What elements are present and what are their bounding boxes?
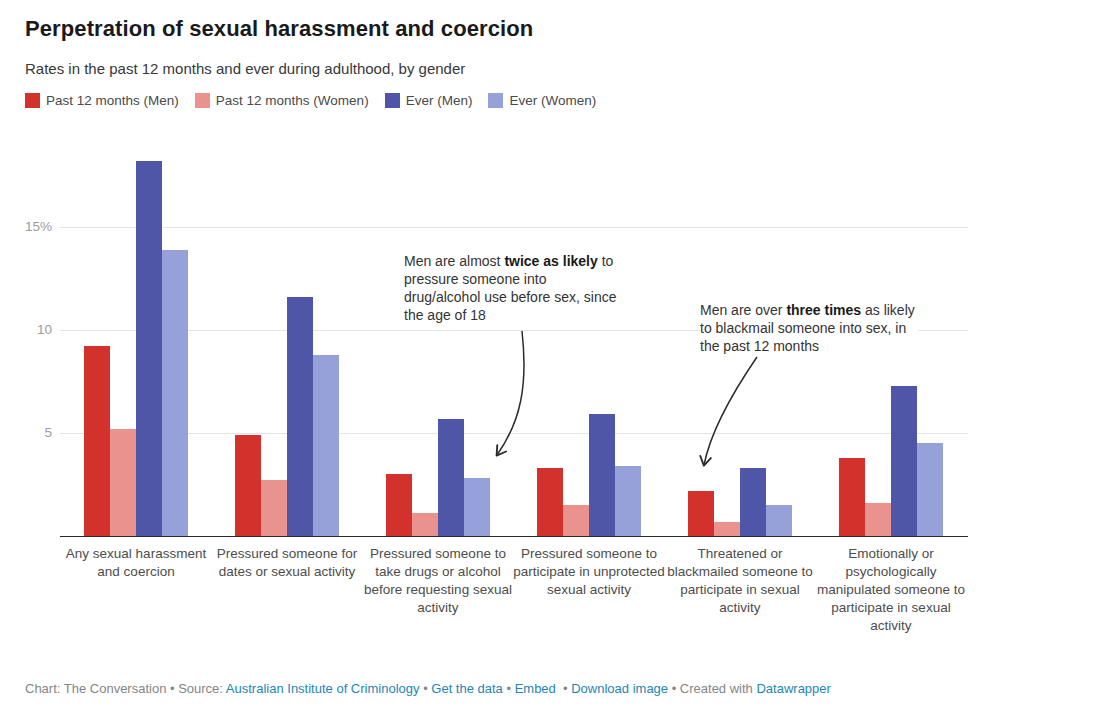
legend-swatch-icon	[385, 93, 400, 108]
bar-series3-cat2[interactable]	[464, 478, 490, 536]
legend-label: Past 12 months (Women)	[216, 93, 369, 108]
annotation-bold: three times	[786, 302, 861, 318]
bar-series2-cat5[interactable]	[891, 386, 917, 536]
bar-series3-cat4[interactable]	[766, 505, 792, 536]
gridline-15	[60, 227, 968, 228]
x-axis-category-label: Pressured someone to participate in unpr…	[510, 545, 668, 599]
footer-text: •	[503, 681, 515, 696]
gridline-5	[60, 433, 968, 434]
footer-link[interactable]: Datawrapper	[756, 681, 830, 696]
bar-series2-cat4[interactable]	[740, 468, 766, 536]
y-axis-tick-label: 15%	[0, 218, 52, 236]
x-axis-category-label: Pressured someone to take drugs or alcoh…	[359, 545, 517, 617]
footer-link[interactable]: Download image	[571, 681, 668, 696]
bar-series1-cat1[interactable]	[261, 480, 287, 536]
annotation-pre: Men are almost	[404, 253, 504, 269]
legend-item-1: Past 12 months (Women)	[195, 93, 369, 108]
legend-swatch-icon	[195, 93, 210, 108]
legend-item-0: Past 12 months (Men)	[25, 93, 179, 108]
legend-swatch-icon	[25, 93, 40, 108]
y-axis-tick-label: 10	[0, 321, 52, 339]
annotation-arrow-1	[497, 331, 524, 455]
annotation-bold: twice as likely	[504, 253, 597, 269]
bar-series2-cat3[interactable]	[589, 414, 615, 536]
bar-series3-cat5[interactable]	[917, 443, 943, 536]
bar-series0-cat3[interactable]	[537, 468, 563, 536]
legend-label: Ever (Men)	[406, 93, 473, 108]
x-axis-line	[60, 536, 968, 537]
annotation-arrow-2	[704, 357, 757, 465]
chart-page: Perpetration of sexual harassment and co…	[0, 0, 1117, 712]
legend-label: Past 12 months (Men)	[46, 93, 179, 108]
footer-text: • Created with	[668, 681, 756, 696]
bar-series0-cat1[interactable]	[235, 435, 261, 536]
legend-item-3: Ever (Women)	[488, 93, 596, 108]
annotation-text-2: Men are over three times as likely to bl…	[700, 301, 918, 355]
bar-series1-cat5[interactable]	[865, 503, 891, 536]
x-axis-category-label: Emotionally or psychologically manipulat…	[812, 545, 970, 635]
chart-subtitle: Rates in the past 12 months and ever dur…	[25, 60, 465, 77]
annotation-text-1: Men are almost twice as likely to pressu…	[404, 252, 622, 324]
legend: Past 12 months (Men) Past 12 months (Wome…	[25, 93, 596, 108]
bar-series1-cat4[interactable]	[714, 522, 740, 536]
bar-series3-cat0[interactable]	[162, 250, 188, 536]
bar-series1-cat0[interactable]	[110, 429, 136, 536]
bar-series3-cat1[interactable]	[313, 355, 339, 536]
chart-title: Perpetration of sexual harassment and co…	[25, 16, 533, 42]
bar-series0-cat2[interactable]	[386, 474, 412, 536]
legend-label: Ever (Women)	[509, 93, 596, 108]
bar-series1-cat2[interactable]	[412, 513, 438, 536]
annotation-pre: Men are over	[700, 302, 786, 318]
legend-item-2: Ever (Men)	[385, 93, 473, 108]
bar-series2-cat1[interactable]	[287, 297, 313, 536]
bar-series0-cat4[interactable]	[688, 491, 714, 536]
bar-series2-cat2[interactable]	[438, 419, 464, 536]
bar-series2-cat0[interactable]	[136, 161, 162, 536]
footer-link[interactable]: Embed	[515, 681, 556, 696]
bar-series0-cat0[interactable]	[84, 346, 110, 536]
bar-series0-cat5[interactable]	[839, 458, 865, 536]
footer-text: •	[556, 681, 571, 696]
footer-attribution: Chart: The Conversation • Source: Austra…	[25, 681, 831, 696]
footer-text: •	[420, 681, 432, 696]
bar-series3-cat3[interactable]	[615, 466, 641, 536]
footer-link[interactable]: Get the data	[431, 681, 503, 696]
footer-link[interactable]: Australian Institute of Criminology	[226, 681, 420, 696]
x-axis-category-label: Any sexual harassment and coercion	[57, 545, 215, 581]
x-axis-category-label: Threatened or blackmailed someone to par…	[661, 545, 819, 617]
bar-series1-cat3[interactable]	[563, 505, 589, 536]
x-axis-category-label: Pressured someone for dates or sexual ac…	[208, 545, 366, 581]
y-axis-tick-label: 5	[0, 424, 52, 442]
footer-text: Chart: The Conversation • Source:	[25, 681, 226, 696]
legend-swatch-icon	[488, 93, 503, 108]
